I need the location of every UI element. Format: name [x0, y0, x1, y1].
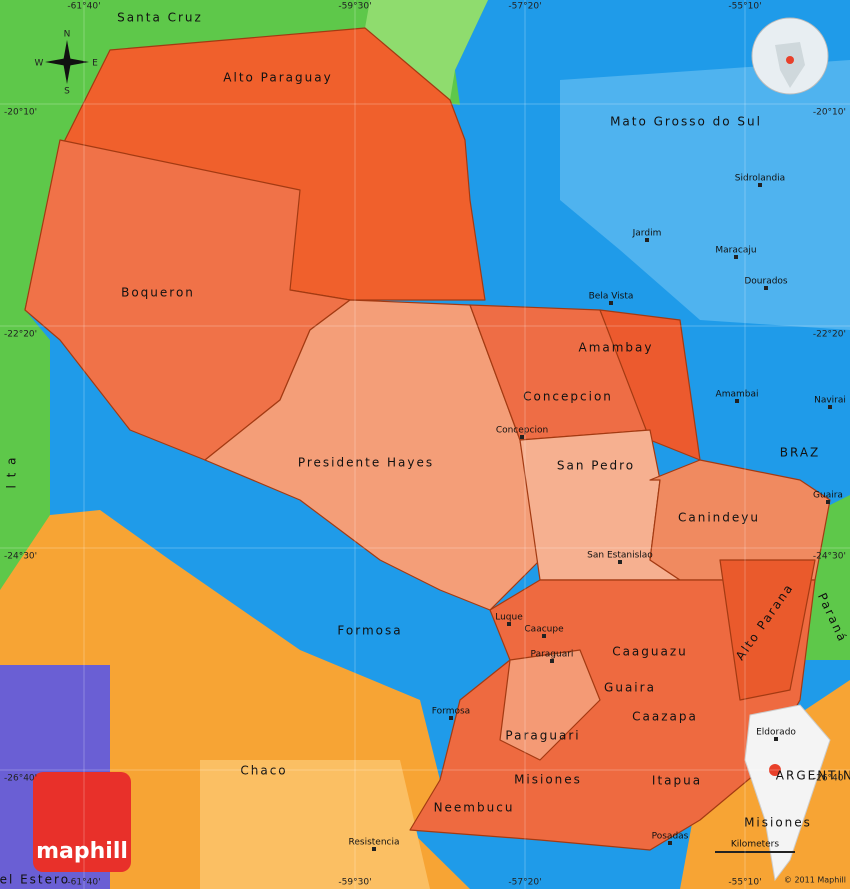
longitude-label: -59°30' [338, 2, 371, 12]
argentina-light [200, 760, 430, 889]
department-label: Boqueron [121, 286, 195, 300]
neighbor-label: l t a [5, 455, 19, 488]
compass [45, 40, 89, 84]
compass-needle [45, 58, 89, 66]
city-label: Luque [495, 613, 523, 623]
longitude-label: -59°30' [338, 878, 371, 888]
paraguay [24, 27, 831, 851]
city-label: Dourados [744, 277, 788, 287]
city-label: Paraguari [531, 650, 574, 660]
department-label: Paraguari [505, 729, 580, 743]
city-marker [550, 659, 554, 663]
department-label: Canindeyu [678, 511, 760, 525]
city-label: Concepcion [496, 426, 548, 436]
inset-marker [769, 764, 781, 776]
latitude-label: -26°40' [813, 774, 846, 784]
copyright: © 2011 Maphill [784, 876, 846, 885]
neighbor-label: Misiones [744, 816, 812, 830]
longitude-label: -61°40' [67, 2, 100, 12]
latitude-label: -24°30' [813, 552, 846, 562]
neighbor-label: ARGENTINA [776, 769, 850, 783]
city-marker [618, 560, 622, 564]
city-marker [735, 399, 739, 403]
latitude-label: -20°10' [4, 108, 37, 118]
city-marker [774, 737, 778, 741]
city-label: Formosa [432, 707, 470, 717]
city-marker [507, 622, 511, 626]
city-label: Amambai [716, 390, 759, 400]
department-label: Concepcion [523, 390, 613, 404]
longitude-label: -55°10' [728, 878, 761, 888]
city-label: Guaira [813, 491, 843, 501]
longitude-label: -57°20' [508, 2, 541, 12]
neighbor-label: del Estero [0, 873, 70, 887]
brazil-region [560, 60, 850, 330]
logo-text: maphill [36, 839, 128, 864]
city-label: Jardim [632, 229, 662, 239]
department-label: Caazapa [632, 710, 698, 724]
compass-letter: S [64, 87, 70, 97]
city-label: Posadas [652, 832, 689, 842]
department-label: Guaira [604, 681, 656, 695]
globe-land [775, 42, 805, 88]
globe-marker [786, 56, 794, 64]
neighbor-label: Santa Cruz [117, 11, 203, 25]
region [499, 649, 601, 761]
longitude-label: -55°10' [728, 2, 761, 12]
city-marker [734, 255, 738, 259]
longitude-label: -61°40' [67, 878, 100, 888]
city-marker [826, 500, 830, 504]
latitude-label: -26°40' [4, 774, 37, 784]
city-marker [609, 301, 613, 305]
logo [33, 772, 131, 872]
latitude-label: -22°20' [813, 330, 846, 340]
city-marker [828, 405, 832, 409]
latitude-label: -20°10' [813, 108, 846, 118]
city-label: Eldorado [756, 728, 796, 738]
scale-label: Kilometers [731, 840, 779, 850]
city-label: Sidrolandia [735, 174, 785, 184]
department-label: Itapua [652, 774, 702, 788]
neighbor-label: Formosa [337, 624, 402, 638]
neighbor-label: Chaco [240, 764, 287, 778]
bolivia-light [365, 0, 488, 100]
city-label: Caacupe [524, 625, 564, 635]
compass-letter: W [35, 59, 44, 69]
city-marker [764, 286, 768, 290]
continent-inset [744, 704, 831, 882]
city-label: Resistencia [349, 838, 400, 848]
neighbor-label: BRAZ [780, 446, 821, 460]
department-label: Presidente Hayes [298, 456, 434, 470]
city-marker [449, 716, 453, 720]
department-label: Misiones [514, 773, 582, 787]
department-label: Alto Paraguay [223, 71, 332, 85]
department-label: Amambay [578, 341, 653, 355]
city-marker [668, 841, 672, 845]
latitude-label: -24°30' [4, 552, 37, 562]
department-label: San Pedro [557, 459, 635, 473]
compass-letter: N [64, 30, 71, 40]
neighbor-label: Mato Grosso do Sul [610, 115, 762, 129]
city-label: Maracaju [715, 246, 756, 256]
region [409, 579, 816, 851]
department-label: Neembucu [434, 801, 515, 815]
city-marker [542, 634, 546, 638]
region [719, 559, 816, 701]
city-label: Navirai [814, 396, 846, 406]
compass-letter: E [92, 59, 98, 69]
city-marker [645, 238, 649, 242]
latitude-label: -22°20' [4, 330, 37, 340]
longitude-label: -57°20' [508, 878, 541, 888]
city-marker [372, 847, 376, 851]
city-label: San Estanislao [587, 551, 653, 561]
city-marker [758, 183, 762, 187]
department-label: Caaguazu [612, 645, 688, 659]
city-marker [520, 435, 524, 439]
city-label: Bela Vista [589, 292, 634, 302]
